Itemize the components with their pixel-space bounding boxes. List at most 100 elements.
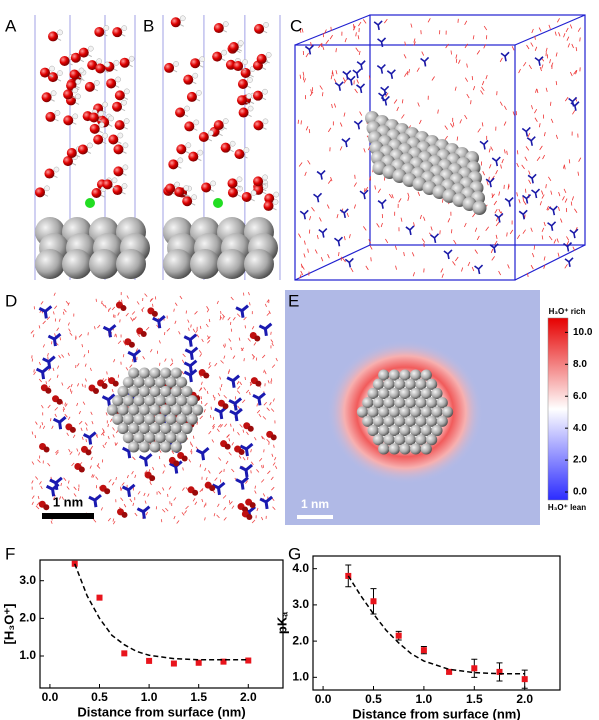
metal-atom	[472, 201, 487, 215]
water	[271, 486, 275, 491]
water	[549, 59, 551, 64]
hydronium	[534, 56, 544, 66]
metal-atom	[362, 415, 374, 427]
water	[45, 381, 47, 385]
water	[568, 159, 571, 164]
hydronium	[235, 476, 249, 490]
water	[385, 92, 389, 98]
water	[228, 369, 231, 373]
y-tick-label: 4.0	[292, 561, 309, 575]
metal-atom	[367, 387, 379, 400]
fit-line	[347, 575, 525, 675]
colorbar	[547, 317, 569, 501]
water	[216, 428, 220, 433]
water	[477, 128, 481, 133]
metal-atom	[144, 395, 156, 407]
water	[205, 323, 209, 328]
water	[413, 41, 416, 46]
hydronium	[49, 476, 63, 491]
oxygen	[44, 168, 55, 179]
water	[181, 370, 185, 375]
water	[541, 194, 545, 199]
water-molecule	[192, 489, 199, 496]
oxygen	[94, 26, 105, 37]
water	[444, 125, 448, 130]
water	[356, 79, 359, 84]
metal-atom	[163, 249, 193, 279]
water	[254, 490, 257, 494]
water	[108, 307, 112, 312]
water	[262, 354, 266, 359]
water	[310, 89, 313, 94]
water	[262, 493, 266, 497]
y-tick-label: 3.0	[292, 597, 309, 611]
water	[51, 425, 54, 429]
water	[273, 444, 275, 448]
metal-atom	[426, 397, 438, 409]
water	[333, 78, 337, 83]
water	[355, 47, 359, 53]
water	[528, 170, 531, 175]
hydronium	[376, 64, 386, 74]
water	[47, 352, 49, 357]
oxygen	[213, 23, 224, 34]
hydronium	[342, 70, 352, 80]
water	[149, 298, 152, 303]
water-molecule	[151, 310, 158, 317]
metal-atom	[165, 376, 177, 388]
metal-atom	[404, 378, 416, 390]
hydrogen	[75, 93, 81, 100]
hydrogen	[98, 110, 104, 117]
hydronium	[353, 119, 363, 130]
hydronium	[318, 228, 328, 238]
water	[212, 425, 215, 430]
water	[68, 480, 70, 484]
water	[327, 179, 332, 184]
hydrogen	[223, 21, 229, 27]
water	[300, 270, 304, 276]
water	[208, 430, 212, 435]
water	[211, 439, 215, 443]
metal-atom	[415, 415, 427, 427]
water	[132, 318, 135, 322]
hydronium	[313, 192, 323, 203]
water	[353, 182, 357, 187]
water	[145, 326, 150, 331]
hydronium	[521, 126, 531, 137]
water	[171, 358, 173, 362]
water	[111, 482, 115, 486]
metal-atom	[426, 378, 438, 390]
metal-atom	[154, 376, 166, 388]
cell-box	[294, 44, 516, 281]
water	[444, 135, 448, 141]
water	[572, 246, 576, 251]
oxygen	[201, 182, 212, 193]
water	[38, 361, 41, 366]
metal-atom	[415, 434, 427, 446]
water	[483, 44, 487, 49]
water	[61, 382, 64, 386]
water	[147, 493, 150, 497]
water	[354, 88, 358, 94]
water	[403, 54, 407, 59]
cell-edge	[294, 244, 371, 281]
water	[499, 101, 503, 106]
water	[264, 303, 267, 308]
water	[56, 327, 60, 331]
water-molecule	[222, 403, 229, 410]
cell-edge	[294, 14, 371, 46]
data-point	[496, 668, 503, 675]
water	[97, 324, 101, 329]
water	[123, 342, 127, 346]
water	[66, 486, 70, 490]
metal-atom	[181, 385, 193, 398]
water	[242, 456, 246, 461]
oxygen	[238, 107, 249, 118]
water	[80, 427, 83, 431]
water	[72, 434, 76, 439]
water	[63, 308, 67, 313]
water	[548, 24, 551, 30]
metal-atom	[378, 406, 390, 418]
hydronium	[526, 136, 536, 146]
water	[249, 381, 253, 386]
